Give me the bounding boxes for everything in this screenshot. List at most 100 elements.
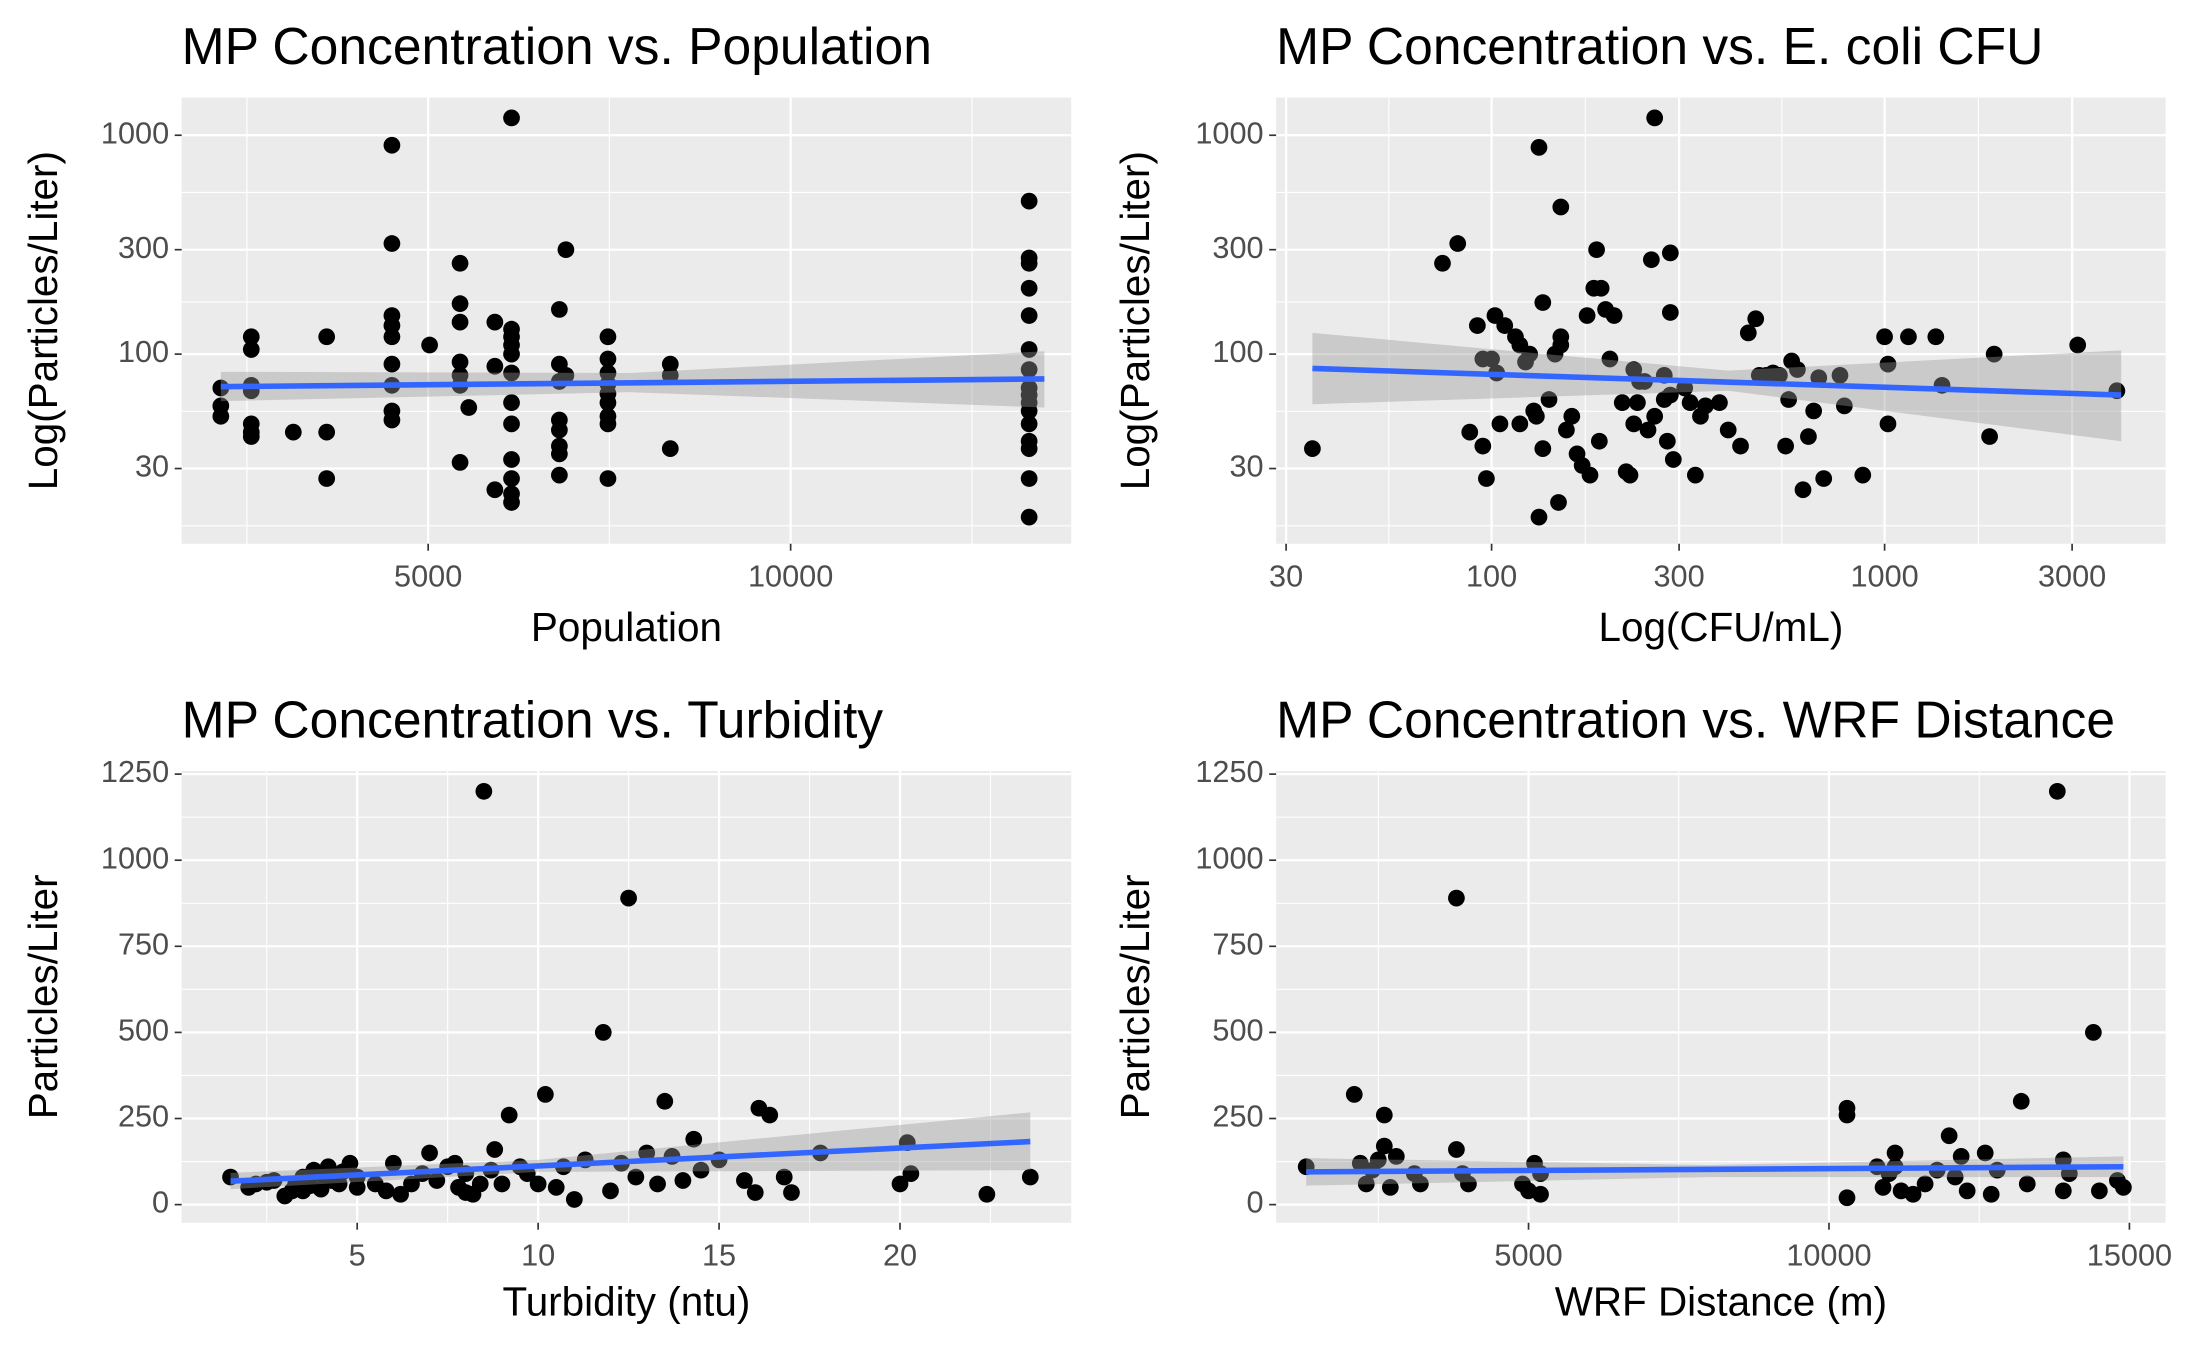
point xyxy=(451,254,469,272)
x-axis-label: WRF Distance (m) xyxy=(1555,1279,1887,1325)
point xyxy=(783,1184,800,1201)
point xyxy=(385,1154,402,1172)
point xyxy=(1805,402,1823,420)
point xyxy=(1927,328,1945,346)
point xyxy=(599,350,617,368)
point xyxy=(1461,423,1479,441)
point xyxy=(1874,1179,1892,1196)
point xyxy=(1528,407,1545,425)
x-tick-label: 10 xyxy=(521,1239,555,1273)
point xyxy=(1605,307,1623,324)
point xyxy=(503,494,520,511)
x-tick-label: 3000 xyxy=(2038,560,2106,594)
point xyxy=(1375,1106,1393,1124)
point xyxy=(383,328,401,346)
point xyxy=(1532,1185,1549,1203)
point xyxy=(978,1185,996,1203)
point xyxy=(529,1175,547,1193)
point xyxy=(451,313,469,331)
point xyxy=(1411,1175,1429,1193)
point xyxy=(1732,437,1749,455)
point xyxy=(341,1154,359,1172)
point xyxy=(594,1024,612,1041)
point xyxy=(1601,350,1619,368)
y-axis-label: Log(Particles/Liter) xyxy=(1112,151,1158,490)
point xyxy=(1558,421,1575,439)
point xyxy=(486,357,504,375)
point xyxy=(318,328,336,346)
point xyxy=(1838,1106,1856,1124)
y-tick-label: 1000 xyxy=(101,116,169,150)
regression-line xyxy=(220,376,1045,390)
point xyxy=(1020,254,1038,272)
point xyxy=(1639,421,1657,439)
point xyxy=(551,445,568,463)
x-axis-label: Turbidity (ntu) xyxy=(503,1279,751,1325)
point xyxy=(1474,437,1492,455)
point xyxy=(1357,1175,1375,1193)
point xyxy=(557,366,575,384)
y-tick-label: 1000 xyxy=(1195,116,1263,150)
x-tick-label: 10000 xyxy=(1786,1239,1871,1273)
point xyxy=(1345,1086,1363,1103)
point xyxy=(1739,324,1757,342)
point xyxy=(1815,470,1833,487)
point xyxy=(1646,109,1664,127)
panel: 30 100 300 1000 30 100 300 1000 3000 MP Concentra… xyxy=(1112,17,2166,650)
point xyxy=(392,1185,409,1203)
point xyxy=(421,336,438,354)
point xyxy=(1789,361,1806,378)
chart-title: MP Concentration vs. E. coli CFU xyxy=(1276,17,2043,75)
point xyxy=(2085,1024,2102,1041)
point xyxy=(242,328,260,346)
point xyxy=(1552,198,1570,216)
y-tick-label: 750 xyxy=(118,927,169,961)
y-tick-label: 500 xyxy=(1212,1014,1263,1048)
point xyxy=(1719,421,1737,439)
point xyxy=(1985,345,2003,363)
point xyxy=(212,379,230,397)
point xyxy=(775,1168,793,1186)
point xyxy=(1661,386,1679,404)
x-axis-label: Population xyxy=(531,604,722,650)
y-tick-label: 100 xyxy=(1212,335,1263,369)
point xyxy=(421,1144,438,1162)
point xyxy=(602,1182,619,1200)
point xyxy=(1981,428,1998,445)
x-tick-label: 30 xyxy=(1269,560,1303,594)
x-axis-label: Log(CFU/mL) xyxy=(1598,604,1843,650)
x-tick-label: 100 xyxy=(1466,560,1517,594)
point xyxy=(1838,1189,1856,1207)
point xyxy=(503,364,520,382)
panel-background xyxy=(1276,771,2166,1223)
y-axis-label: Particles/Liter xyxy=(1112,874,1158,1119)
point xyxy=(383,355,401,373)
point xyxy=(383,235,401,252)
y-tick-label: 30 xyxy=(135,450,169,484)
point xyxy=(599,328,617,346)
point xyxy=(1491,415,1509,433)
point xyxy=(627,1168,645,1186)
point xyxy=(1831,366,1849,384)
y-axis-label: Particles/Liter xyxy=(20,874,66,1119)
point xyxy=(451,454,469,471)
point xyxy=(1534,440,1552,457)
point xyxy=(692,1161,710,1179)
point xyxy=(674,1172,692,1189)
point xyxy=(486,313,504,331)
point xyxy=(428,1172,446,1189)
point xyxy=(1460,1175,1477,1193)
point xyxy=(547,1179,565,1196)
point xyxy=(1563,407,1581,425)
point xyxy=(500,1106,518,1124)
point xyxy=(1747,310,1765,328)
point xyxy=(2054,1151,2072,1169)
point xyxy=(1946,1168,1964,1186)
point xyxy=(1540,391,1558,408)
point xyxy=(212,407,230,425)
point xyxy=(503,109,520,127)
panel: 30 100 300 1000 5000 10000 MP Concentration vs… xyxy=(20,17,1072,650)
point xyxy=(460,399,478,416)
point xyxy=(620,889,637,907)
